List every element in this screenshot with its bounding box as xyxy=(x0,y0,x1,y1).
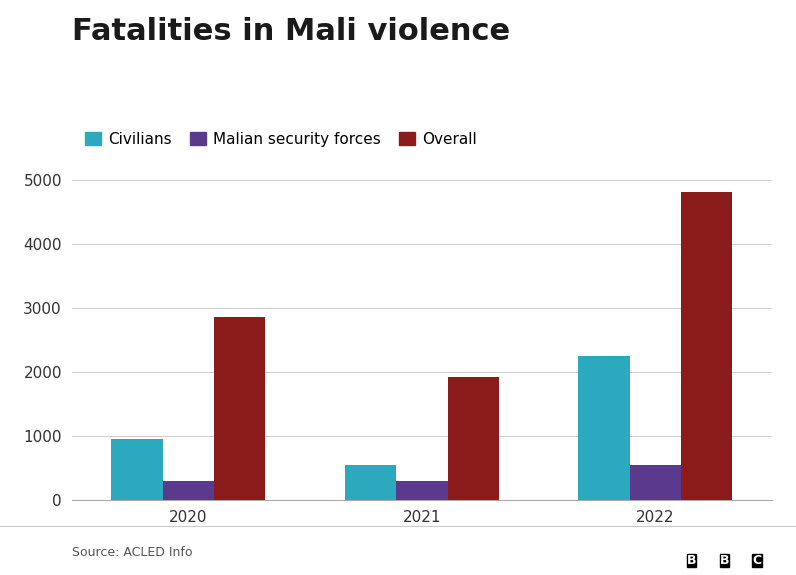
Bar xyxy=(447,377,499,500)
Bar xyxy=(396,481,447,500)
Bar xyxy=(579,356,630,500)
Bar xyxy=(214,317,265,500)
Legend: Civilians, Malian security forces, Overall: Civilians, Malian security forces, Overa… xyxy=(80,125,483,153)
Text: Fatalities in Mali violence: Fatalities in Mali violence xyxy=(72,17,509,46)
Text: Source: ACLED Info: Source: ACLED Info xyxy=(72,546,192,558)
Bar xyxy=(162,481,214,500)
Text: C: C xyxy=(752,554,762,567)
Bar xyxy=(111,439,162,500)
Text: B: B xyxy=(720,554,729,567)
Bar xyxy=(681,193,732,500)
Text: B: B xyxy=(687,554,696,567)
Bar xyxy=(630,465,681,500)
Bar xyxy=(345,465,396,500)
